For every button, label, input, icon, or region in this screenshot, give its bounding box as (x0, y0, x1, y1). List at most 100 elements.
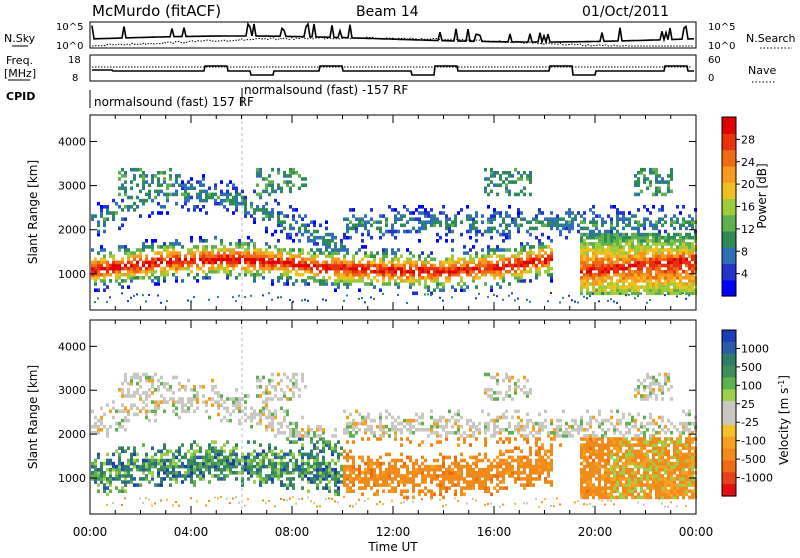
power-heatmap-cell (172, 193, 175, 197)
power-heatmap-cell (298, 214, 301, 218)
power-heatmap-cell (214, 193, 217, 197)
power-heatmap-cell (247, 261, 250, 265)
power-heatmap-cell (109, 273, 112, 277)
power-heatmap-cell (145, 261, 148, 265)
power-heatmap-cell (613, 285, 616, 289)
velocity-heatmap-cell (457, 413, 460, 417)
power-heatmap-cell (484, 258, 487, 262)
velocity-heatmap-cell (514, 477, 517, 481)
power-heatmap-cell (502, 276, 505, 280)
power-heatmap-cell (343, 264, 346, 268)
power-heatmap-cell (178, 258, 181, 262)
power-heatmap-cell (127, 208, 130, 212)
power-heatmap-cell (637, 239, 640, 243)
power-heatmap-cell (157, 183, 160, 187)
power-heatmap-cell (643, 273, 646, 277)
velocity-heatmap-cell (508, 440, 511, 444)
power-heatmap-cell (586, 292, 589, 296)
power-heatmap-cell (172, 251, 175, 255)
velocity-heatmap-cell (190, 474, 193, 478)
velocity-heatmap-cell (226, 397, 229, 401)
velocity-heatmap-cell (124, 379, 127, 383)
velocity-heatmap-cell (208, 462, 211, 466)
velocity-heatmap-cell (232, 446, 235, 450)
power-heatmap-cell (118, 282, 121, 286)
velocity-heatmap-cell (160, 468, 163, 472)
velocity-heatmap-cell (220, 450, 223, 454)
velocity-heatmap-cell (529, 480, 532, 484)
velocity-heatmap-cell (283, 373, 286, 377)
velocity-heatmap-cell (436, 474, 439, 478)
nsearch-label: N.Search (746, 32, 796, 45)
power-heatmap-cell (283, 264, 286, 268)
power-heatmap-cell (349, 227, 352, 231)
power-heatmap-cell (445, 239, 448, 243)
power-heatmap-cell (448, 267, 451, 271)
power-heatmap-cell (97, 251, 100, 255)
power-heatmap-cell (667, 242, 670, 246)
power-heatmap-cell (640, 279, 643, 283)
velocity-heatmap-cell (268, 382, 271, 386)
power-heatmap-cell (271, 168, 274, 172)
velocity-heatmap-cell (496, 483, 499, 487)
power-heatmap-cell (523, 267, 526, 271)
velocity-heatmap-cell (484, 483, 487, 487)
velocity-heatmap-cell (262, 391, 265, 395)
power-heatmap-cell (571, 217, 574, 221)
power-heatmap-cell (481, 258, 484, 262)
power-heatmap-cell (196, 193, 199, 197)
power-heatmap-cell (364, 251, 367, 255)
power-heatmap-cell (622, 248, 625, 252)
power-heatmap-cell (157, 276, 160, 280)
velocity-heatmap-cell (301, 474, 304, 478)
power-heatmap-cell (151, 261, 154, 265)
power-heatmap-cell (451, 264, 454, 268)
power-heatmap-cell (151, 248, 154, 252)
power-heatmap-cell (643, 227, 646, 231)
power-heatmap-cell (628, 248, 631, 252)
power-heatmap-cell (580, 285, 583, 289)
power-heatmap-cell (424, 264, 427, 268)
velocity-heatmap-cell (316, 483, 319, 487)
power-heatmap-cell (643, 251, 646, 255)
power-heatmap-cell (277, 239, 280, 243)
power-heatmap-cell (637, 251, 640, 255)
power-heatmap-cell (634, 180, 637, 184)
velocity-heatmap-cell (397, 483, 400, 487)
power-heatmap-cell (625, 254, 628, 258)
power-heatmap-cell (565, 224, 568, 228)
power-heatmap-cell (658, 270, 661, 274)
velocity-heatmap-cell (394, 486, 397, 490)
velocity-heatmap-cell (487, 388, 490, 392)
power-heatmap-cell (124, 187, 127, 191)
velocity-heatmap-cell (127, 468, 130, 472)
velocity-heatmap-cell (397, 416, 400, 420)
power-heatmap-cell (535, 236, 538, 240)
power-heatmap-cell (364, 220, 367, 224)
power-heatmap-cell (412, 227, 415, 231)
velocity-heatmap-cell (187, 462, 190, 466)
power-heatmap-cell (427, 211, 430, 215)
power-heatmap-cell (238, 242, 241, 246)
power-heatmap-cell (610, 261, 613, 265)
power-heatmap-cell (166, 211, 169, 215)
power-heatmap-cell (460, 264, 463, 268)
velocity-heatmap-cell (100, 471, 103, 475)
velocity-heatmap-cell (229, 450, 232, 454)
power-heatmap-cell (163, 205, 166, 209)
velocity-heatmap-cell (505, 394, 508, 398)
velocity-heatmap-cell (481, 474, 484, 478)
velocity-heatmap-cell (451, 480, 454, 484)
velocity-heatmap-cell (199, 456, 202, 460)
power-heatmap-cell (148, 196, 151, 200)
power-heatmap-cell (187, 264, 190, 268)
power-heatmap-cell (685, 220, 688, 224)
velocity-heatmap-cell (382, 480, 385, 484)
power-heatmap-cell (403, 279, 406, 283)
power-heatmap-cell (415, 217, 418, 221)
power-heatmap-cell (382, 251, 385, 255)
velocity-heatmap-cell (520, 434, 523, 438)
power-heatmap-cell (628, 242, 631, 246)
power-heatmap-cell (505, 187, 508, 191)
power-heatmap-cell (118, 177, 121, 181)
